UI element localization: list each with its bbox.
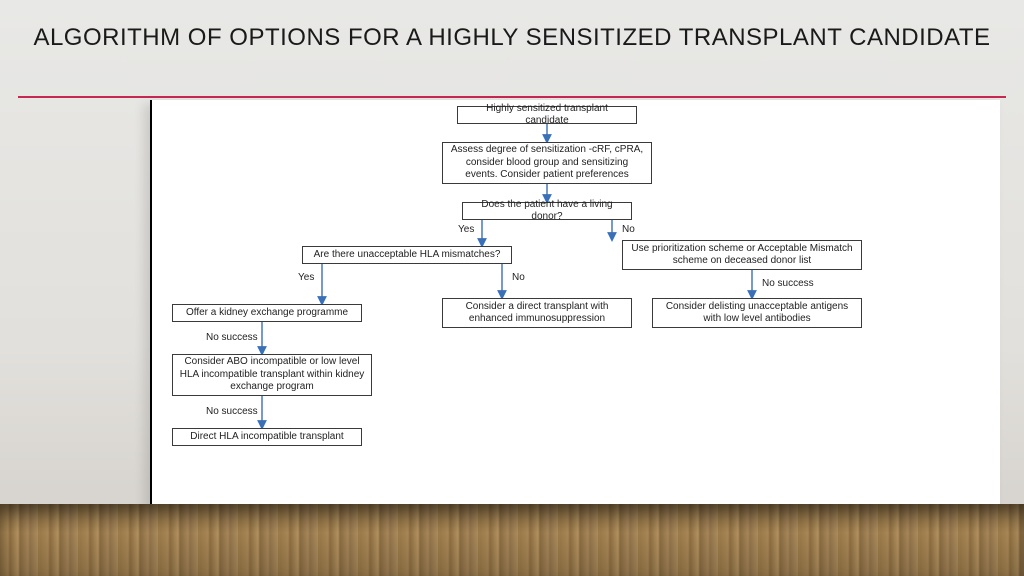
flowchart-node: Does the patient have a living donor?	[462, 202, 632, 220]
flowchart-edge-label: No success	[762, 278, 814, 289]
flowchart: Highly sensitized transplant candidate As…	[150, 100, 1000, 508]
flowchart-edge-label: No success	[206, 332, 258, 343]
slide: ALGORITHM OF OPTIONS FOR A HIGHLY SENSIT…	[0, 0, 1024, 576]
flowchart-edge-label: No success	[206, 406, 258, 417]
flowchart-edge-label: Yes	[298, 272, 314, 283]
flowchart-node: Use prioritization scheme or Acceptable …	[622, 240, 862, 270]
flowchart-node: Consider ABO incompatible or low level H…	[172, 354, 372, 396]
flowchart-node: Offer a kidney exchange programme	[172, 304, 362, 322]
title-underline	[18, 96, 1006, 98]
flowchart-node: Are there unacceptable HLA mismatches?	[302, 246, 512, 264]
flowchart-node: Assess degree of sensitization -cRF, cPR…	[442, 142, 652, 184]
flowchart-node: Direct HLA incompatible transplant	[172, 428, 362, 446]
flowchart-edge-label: No	[512, 272, 525, 283]
flowchart-edge-label: Yes	[458, 224, 474, 235]
flowchart-node: Consider a direct transplant with enhanc…	[442, 298, 632, 328]
floor-texture	[0, 504, 1024, 576]
flowchart-node: Consider delisting unacceptable antigens…	[652, 298, 862, 328]
slide-title: ALGORITHM OF OPTIONS FOR A HIGHLY SENSIT…	[0, 24, 1024, 52]
flowchart-edge-label: No	[622, 224, 635, 235]
flowchart-node: Highly sensitized transplant candidate	[457, 106, 637, 124]
